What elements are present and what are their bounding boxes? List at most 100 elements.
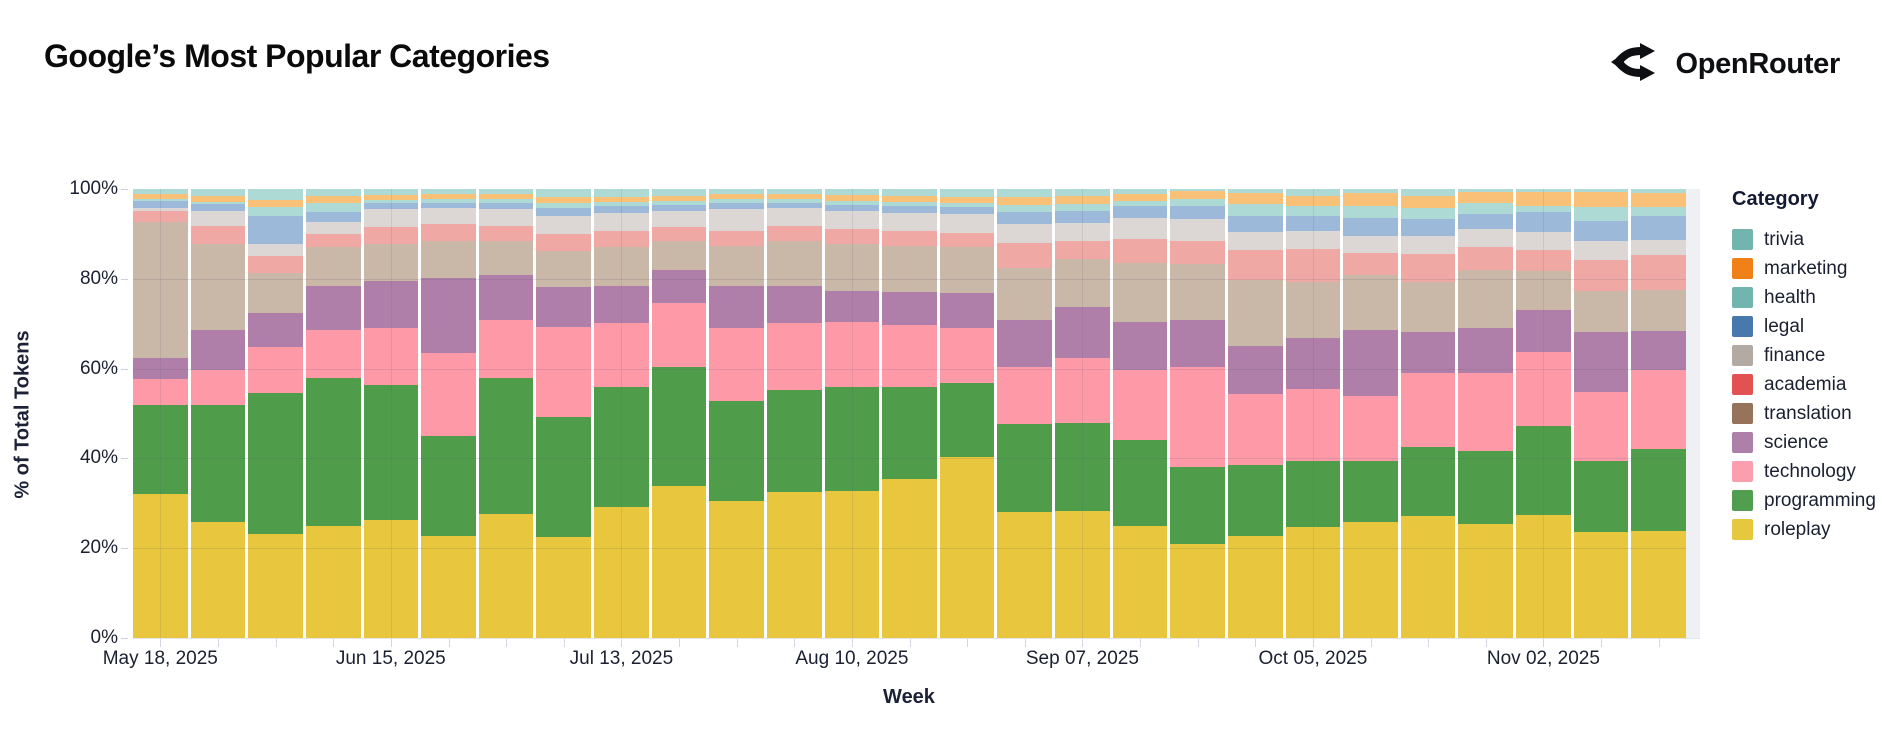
- bar-segment-programming[interactable]: [709, 401, 764, 502]
- bar-segment-science[interactable]: [478, 275, 534, 321]
- legend-item-science[interactable]: science: [1732, 428, 1882, 457]
- bar-segment-finance[interactable]: [1573, 241, 1629, 260]
- bar-segment-legal[interactable]: [997, 211, 1052, 224]
- bar-segment-programming[interactable]: [1400, 447, 1456, 516]
- bar-segment-technology[interactable]: [190, 369, 246, 405]
- bar-segment-science[interactable]: [824, 290, 880, 322]
- bar-segment-legal[interactable]: [1227, 215, 1283, 233]
- bar-segment-legal[interactable]: [651, 204, 707, 212]
- bar-segment-finance[interactable]: [594, 212, 649, 231]
- bar-segment-health[interactable]: [305, 203, 361, 212]
- bar-segment-academia[interactable]: [997, 242, 1052, 268]
- bar-segment-science[interactable]: [1400, 332, 1456, 373]
- bar-segment-finance[interactable]: [766, 207, 822, 226]
- bar-segment-finance[interactable]: [478, 208, 534, 226]
- bar-segment-roleplay[interactable]: [1055, 510, 1110, 638]
- bar-segment-roleplay[interactable]: [133, 493, 188, 638]
- bar-week-Jun 15, 2025[interactable]: [363, 189, 419, 638]
- bar-segment-legal[interactable]: [1055, 211, 1110, 223]
- bar-segment-roleplay[interactable]: [709, 501, 764, 638]
- bar-segment-programming[interactable]: [190, 404, 246, 522]
- bar-segment-science[interactable]: [421, 278, 476, 353]
- bar-segment-finance[interactable]: [651, 211, 707, 227]
- bar-segment-science[interactable]: [709, 285, 764, 329]
- bar-segment-trivia[interactable]: [536, 189, 591, 198]
- bar-segment-translation[interactable]: [594, 247, 649, 286]
- bar-segment-programming[interactable]: [1343, 461, 1398, 522]
- bar-segment-science[interactable]: [1573, 332, 1629, 392]
- bar-segment-finance[interactable]: [1055, 222, 1110, 241]
- bar-segment-technology[interactable]: [1516, 352, 1571, 426]
- legend-item-health[interactable]: health: [1732, 283, 1882, 312]
- bar-week-Aug 17, 2025[interactable]: [882, 189, 937, 638]
- bar-segment-academia[interactable]: [305, 233, 361, 247]
- bar-segment-marketing[interactable]: [421, 194, 476, 199]
- bar-segment-science[interactable]: [133, 357, 188, 379]
- bar-segment-programming[interactable]: [651, 366, 707, 487]
- bar-segment-health[interactable]: [421, 198, 476, 203]
- bar-segment-translation[interactable]: [1400, 282, 1456, 333]
- bar-segment-academia[interactable]: [882, 230, 937, 246]
- bar-segment-finance[interactable]: [1631, 240, 1686, 256]
- bar-week-Jun 29, 2025[interactable]: [478, 189, 534, 638]
- bar-segment-roleplay[interactable]: [594, 506, 649, 638]
- bar-segment-technology[interactable]: [651, 303, 707, 367]
- bar-segment-science[interactable]: [766, 285, 822, 324]
- bar-segment-academia[interactable]: [1170, 240, 1225, 264]
- bar-week-Jun 08, 2025[interactable]: [305, 189, 361, 638]
- bar-segment-finance[interactable]: [1516, 231, 1571, 251]
- bar-segment-marketing[interactable]: [824, 195, 880, 201]
- bar-segment-roleplay[interactable]: [997, 511, 1052, 638]
- bar-segment-roleplay[interactable]: [1400, 515, 1456, 638]
- bar-segment-health[interactable]: [536, 203, 591, 208]
- bar-segment-health[interactable]: [1573, 206, 1629, 221]
- bar-week-Jul 06, 2025[interactable]: [536, 189, 591, 638]
- bar-segment-technology[interactable]: [536, 327, 591, 417]
- legend-item-technology[interactable]: technology: [1732, 457, 1882, 486]
- legend-item-finance[interactable]: finance: [1732, 341, 1882, 370]
- bar-segment-trivia[interactable]: [1170, 189, 1225, 192]
- bar-segment-programming[interactable]: [1631, 449, 1686, 531]
- bar-segment-academia[interactable]: [766, 225, 822, 241]
- bar-week-Sep 14, 2025[interactable]: [1112, 189, 1168, 638]
- bar-segment-academia[interactable]: [1516, 250, 1571, 272]
- bar-segment-technology[interactable]: [1112, 369, 1168, 440]
- bar-segment-marketing[interactable]: [1285, 195, 1341, 206]
- bar-segment-academia[interactable]: [1112, 238, 1168, 263]
- bar-segment-roleplay[interactable]: [478, 513, 534, 638]
- bar-segment-academia[interactable]: [1458, 247, 1513, 270]
- bar-segment-translation[interactable]: [248, 272, 303, 314]
- bar-week-May 25, 2025[interactable]: [190, 189, 246, 638]
- bar-week-Jul 20, 2025[interactable]: [651, 189, 707, 638]
- legend-item-trivia[interactable]: trivia: [1732, 225, 1882, 254]
- bar-segment-finance[interactable]: [1458, 229, 1513, 248]
- bar-segment-finance[interactable]: [133, 208, 188, 212]
- bar-segment-translation[interactable]: [421, 240, 476, 279]
- bar-segment-science[interactable]: [939, 293, 995, 329]
- bar-segment-technology[interactable]: [1170, 366, 1225, 467]
- bar-week-Sep 28, 2025[interactable]: [1227, 189, 1283, 638]
- bar-segment-technology[interactable]: [1055, 357, 1110, 423]
- bar-segment-science[interactable]: [1458, 328, 1513, 373]
- bar-segment-legal[interactable]: [1573, 220, 1629, 242]
- bar-segment-roleplay[interactable]: [248, 533, 303, 638]
- bar-segment-academia[interactable]: [824, 228, 880, 244]
- bar-segment-legal[interactable]: [421, 202, 476, 208]
- bar-segment-roleplay[interactable]: [1112, 525, 1168, 638]
- bar-segment-legal[interactable]: [536, 207, 591, 216]
- bar-segment-marketing[interactable]: [766, 194, 822, 199]
- bar-segment-academia[interactable]: [133, 211, 188, 222]
- bar-segment-science[interactable]: [190, 330, 246, 370]
- bar-segment-trivia[interactable]: [1227, 189, 1283, 193]
- bar-segment-finance[interactable]: [305, 221, 361, 234]
- bar-segment-translation[interactable]: [1285, 281, 1341, 338]
- bar-segment-academia[interactable]: [1631, 255, 1686, 291]
- bar-segment-trivia[interactable]: [709, 189, 764, 195]
- bar-segment-marketing[interactable]: [248, 199, 303, 208]
- bar-segment-academia[interactable]: [651, 226, 707, 241]
- bar-week-May 18, 2025[interactable]: [133, 189, 188, 638]
- bar-segment-trivia[interactable]: [190, 189, 246, 197]
- bar-segment-trivia[interactable]: [421, 189, 476, 195]
- bar-segment-marketing[interactable]: [1458, 192, 1513, 204]
- bar-segment-legal[interactable]: [248, 216, 303, 244]
